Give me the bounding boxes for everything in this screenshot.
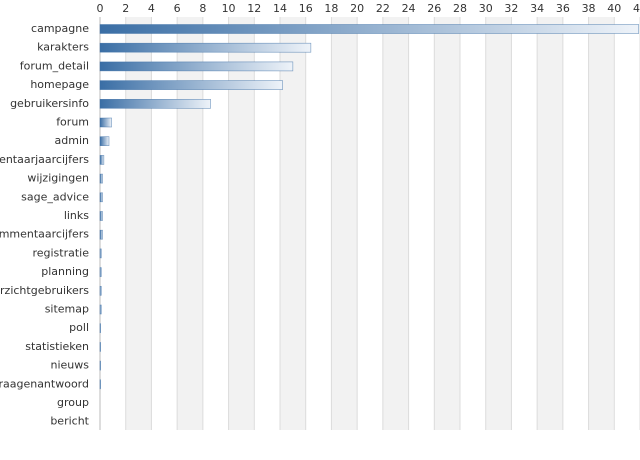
x-tick-label: 32 [504,2,518,15]
bar [99,42,312,53]
bar [99,173,103,184]
band [280,17,306,430]
x-tick-label: 28 [453,2,467,15]
band [331,17,358,430]
band [177,17,203,430]
x-tick-label: 14 [273,2,287,15]
x-tick-label: 20 [350,2,364,15]
y-tick-label: admin [55,134,89,147]
y-tick-label: planning [41,265,89,278]
x-tick-label: 16 [299,2,313,15]
y-tick-label: raagenantwoord [0,377,89,390]
y-tick-label: campagne [31,22,89,35]
bar [99,61,294,72]
x-tick-label: 38 [582,2,596,15]
y-tick-label: links [64,209,89,222]
bar [99,211,103,221]
bar [99,342,101,352]
x-tick-label: 8 [199,2,206,15]
x-tick-label: 34 [530,2,544,15]
y-tick-label: homepage [30,78,89,91]
bar [99,24,640,34]
x-tick-label: 2 [122,2,129,15]
bar [99,117,112,128]
y-tick-label: entaarjaarcijfers [0,153,89,166]
x-tick-label: 0 [97,2,104,15]
y-tick-label: forum [56,116,89,129]
bar [99,304,102,315]
y-tick-label: registratie [32,246,89,259]
bar [99,360,101,371]
y-tick-label: forum_detail [20,59,89,72]
x-tick-label: 36 [556,2,570,15]
bar [99,267,102,277]
bar [99,285,102,296]
y-tick-label: poll [69,321,89,334]
bar [99,323,101,334]
band [382,17,409,430]
bar [99,136,110,146]
bar [99,229,103,240]
band [434,17,460,430]
y-tick-label: sitemap [45,303,89,316]
x-tick-label: 26 [427,2,441,15]
x-tick-label: 30 [479,2,493,15]
x-tick-label: 12 [247,2,261,15]
band [228,17,255,430]
bar [99,192,103,203]
y-tick-label: mmentaarcijfers [0,228,89,241]
x-tick-label: 42 [633,2,640,15]
band [125,17,152,430]
bar [99,155,105,165]
y-tick-label: rzichtgebruikers [0,284,89,297]
x-tick-label: 24 [402,2,416,15]
band [588,17,615,430]
y-tick-label: group [57,396,89,409]
y-tick-label: bericht [50,415,89,428]
y-tick-label: statistieken [25,340,89,353]
x-tick-label: 10 [222,2,236,15]
y-tick-label: wijzigingen [27,172,89,185]
x-tick-label: 6 [174,2,181,15]
y-tick-label: nieuws [51,359,90,372]
bar [99,379,101,390]
bar [99,80,283,90]
band [537,17,563,430]
y-tick-label: karakters [37,41,89,54]
x-tick-label: 22 [376,2,390,15]
x-tick-label: 4 [148,2,155,15]
y-tick-label: gebruikersinfo [10,97,89,110]
x-tick-label: 18 [324,2,338,15]
bar [99,248,102,259]
band [485,17,512,430]
y-tick-label: sage_advice [21,190,89,203]
x-tick-label: 40 [607,2,621,15]
bar [99,99,211,109]
